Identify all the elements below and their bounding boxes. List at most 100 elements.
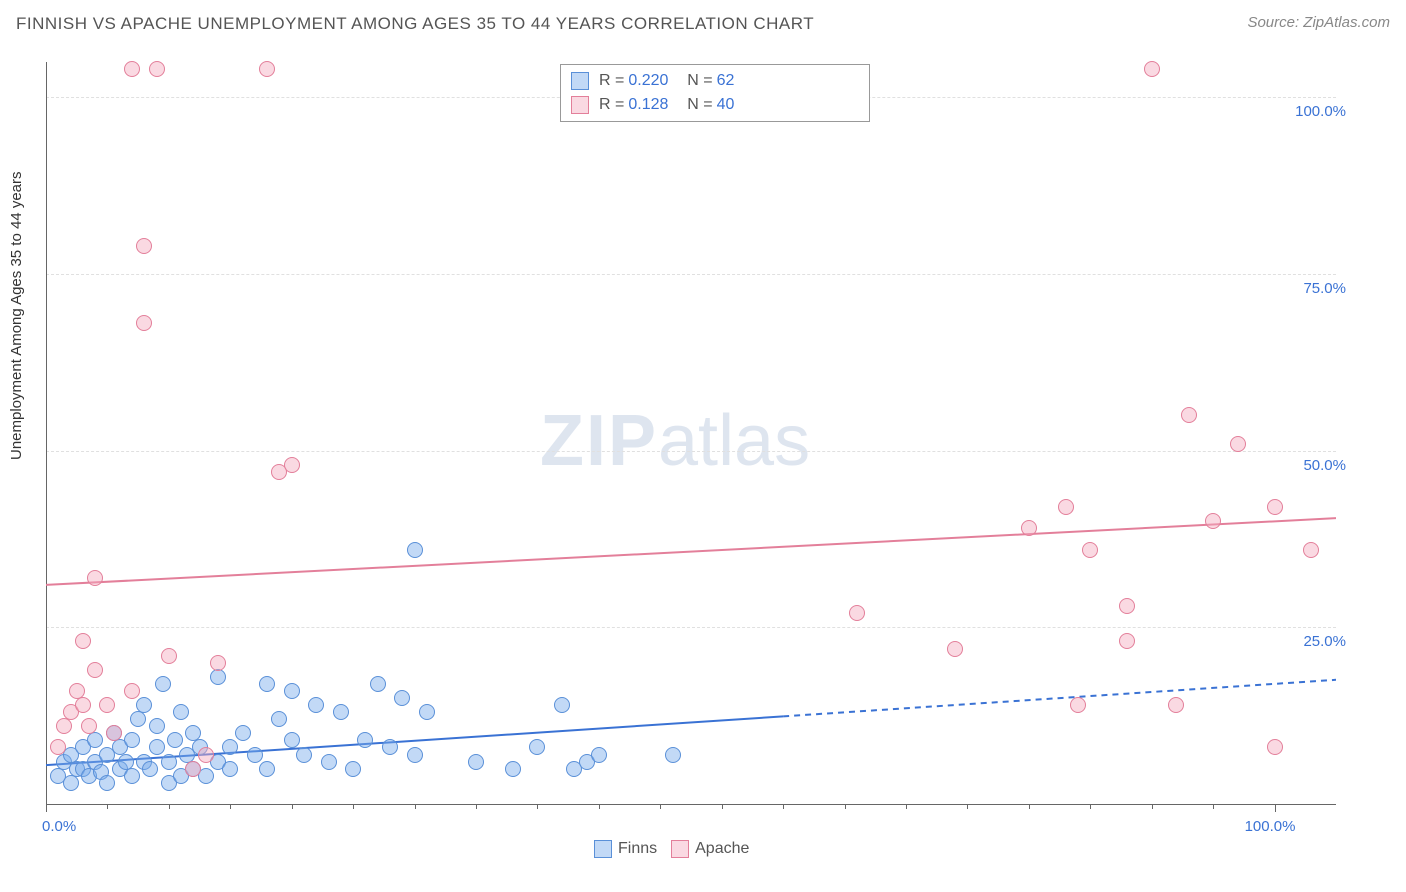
x-tick <box>292 804 293 809</box>
x-tick <box>967 804 968 809</box>
x-tick-label: 0.0% <box>42 818 76 835</box>
data-point <box>130 711 146 727</box>
data-point <box>308 697 324 713</box>
data-point <box>75 697 91 713</box>
data-point <box>87 570 103 586</box>
data-point <box>1119 633 1135 649</box>
data-point <box>554 697 570 713</box>
y-axis <box>46 62 47 804</box>
data-point <box>173 704 189 720</box>
data-point <box>1267 499 1283 515</box>
series-legend: Finns Apache <box>580 840 749 858</box>
data-point <box>155 676 171 692</box>
data-point <box>198 747 214 763</box>
data-point <box>333 704 349 720</box>
y-tick-label: 50.0% <box>1276 457 1346 474</box>
x-tick <box>353 804 354 809</box>
legend-r-label: R = <box>599 72 624 90</box>
y-tick-label: 25.0% <box>1276 633 1346 650</box>
data-point <box>259 761 275 777</box>
chart-container: FINNISH VS APACHE UNEMPLOYMENT AMONG AGE… <box>0 0 1406 892</box>
data-point <box>468 754 484 770</box>
trend-line <box>46 518 1336 585</box>
data-point <box>357 732 373 748</box>
data-point <box>161 754 177 770</box>
gridline <box>46 274 1336 275</box>
data-point <box>284 732 300 748</box>
data-point <box>136 238 152 254</box>
source-label: Source: ZipAtlas.com <box>1247 14 1390 31</box>
x-tick <box>660 804 661 809</box>
x-tick <box>230 804 231 809</box>
data-point <box>529 739 545 755</box>
x-tick <box>1152 804 1153 809</box>
legend-row: R = 0.128 N = 40 <box>571 93 859 117</box>
legend-n-value: 62 <box>717 72 735 90</box>
data-point <box>106 725 122 741</box>
data-point <box>99 775 115 791</box>
legend-r-value: 0.220 <box>628 72 668 90</box>
data-point <box>1082 542 1098 558</box>
data-point <box>222 739 238 755</box>
x-tick <box>169 804 170 809</box>
x-tick <box>845 804 846 809</box>
data-point <box>136 697 152 713</box>
gridline <box>46 627 1336 628</box>
y-tick-label: 100.0% <box>1276 103 1346 120</box>
series-swatch <box>671 840 689 858</box>
data-point <box>87 662 103 678</box>
x-tick <box>1275 804 1276 812</box>
series-label: Finns <box>618 840 657 858</box>
data-point <box>407 542 423 558</box>
y-axis-label: Unemployment Among Ages 35 to 44 years <box>8 171 25 460</box>
data-point <box>235 725 251 741</box>
data-point <box>124 768 140 784</box>
series-label: Apache <box>695 840 749 858</box>
data-point <box>407 747 423 763</box>
legend-r-label: R = <box>599 96 624 114</box>
data-point <box>505 761 521 777</box>
data-point <box>259 676 275 692</box>
legend-swatch <box>571 72 589 90</box>
x-tick-label: 100.0% <box>1245 818 1296 835</box>
data-point <box>296 747 312 763</box>
data-point <box>210 655 226 671</box>
data-point <box>63 775 79 791</box>
data-point <box>75 633 91 649</box>
data-point <box>370 676 386 692</box>
data-point <box>167 732 183 748</box>
data-point <box>142 761 158 777</box>
data-point <box>321 754 337 770</box>
data-point <box>149 718 165 734</box>
x-tick <box>107 804 108 809</box>
correlation-legend: R = 0.220 N = 62 R = 0.128 N = 40 <box>560 64 870 122</box>
legend-n-label: N = <box>678 96 712 114</box>
trend-overlay <box>46 62 1336 804</box>
data-point <box>1021 520 1037 536</box>
data-point <box>161 648 177 664</box>
data-point <box>1168 697 1184 713</box>
data-point <box>247 747 263 763</box>
data-point <box>1144 61 1160 77</box>
data-point <box>210 669 226 685</box>
trend-line-dashed <box>783 680 1336 717</box>
data-point <box>394 690 410 706</box>
data-point <box>284 683 300 699</box>
data-point <box>149 739 165 755</box>
data-point <box>271 711 287 727</box>
x-tick <box>722 804 723 809</box>
data-point <box>99 697 115 713</box>
x-tick <box>1090 804 1091 809</box>
data-point <box>56 718 72 734</box>
legend-swatch <box>571 96 589 114</box>
y-tick-label: 75.0% <box>1276 280 1346 297</box>
data-point <box>849 605 865 621</box>
data-point <box>1267 739 1283 755</box>
data-point <box>665 747 681 763</box>
data-point <box>1070 697 1086 713</box>
data-point <box>259 61 275 77</box>
series-swatch <box>594 840 612 858</box>
data-point <box>124 732 140 748</box>
x-tick <box>599 804 600 809</box>
gridline <box>46 451 1336 452</box>
